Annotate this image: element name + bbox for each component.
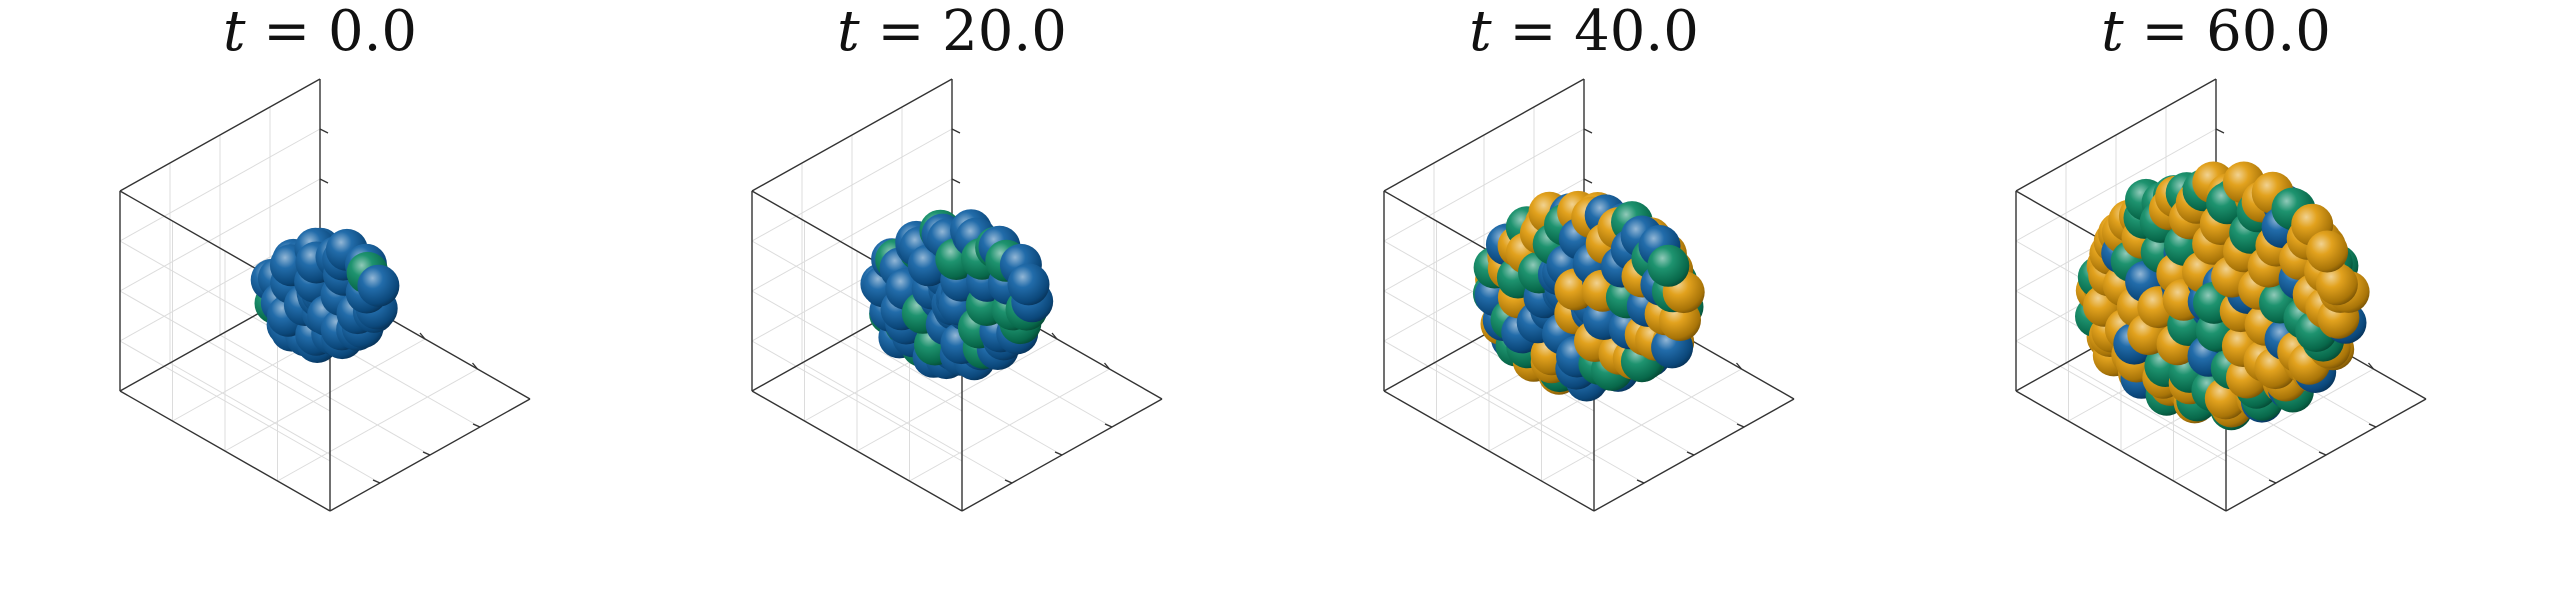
chart-panel-t40: t = 40.0 — [1264, 0, 1904, 600]
cell-type3 — [2315, 263, 2358, 306]
x-tick — [1051, 332, 1058, 340]
cell-type3 — [2306, 230, 2349, 273]
grid-lines — [119, 107, 481, 484]
y-tick — [1054, 451, 1063, 456]
y-tick — [472, 423, 481, 428]
grid-line — [2065, 362, 2277, 484]
chart-panel-t60: t = 60.0 — [1896, 0, 2536, 600]
y-tick — [2368, 423, 2377, 428]
y-tick — [1004, 479, 1013, 484]
y-tick — [1736, 423, 1745, 428]
x-tick — [1104, 362, 1110, 370]
z-tick — [951, 128, 961, 134]
title-value: 60.0 — [2206, 0, 2331, 64]
box-edge — [751, 78, 953, 192]
cell-cluster — [2075, 161, 2370, 431]
grid-line — [909, 368, 1110, 482]
box-edge — [119, 390, 331, 512]
box-edge — [1383, 78, 1585, 192]
plot-area — [1383, 78, 1795, 512]
cell-type2 — [1647, 244, 1690, 287]
y-tick — [2268, 479, 2277, 484]
y-tick — [422, 451, 431, 456]
z-tick — [1583, 128, 1593, 134]
chart-title: t = 20.0 — [837, 0, 1067, 64]
cell-cluster — [250, 227, 400, 363]
y-tick — [1686, 451, 1695, 456]
box-edge — [2015, 78, 2217, 192]
grid-line — [169, 362, 381, 484]
plot-area — [119, 78, 531, 512]
title-variable: t — [222, 0, 246, 64]
grid-line — [2173, 368, 2374, 482]
y-tick — [372, 479, 381, 484]
cell-type1 — [1007, 263, 1050, 306]
y-tick — [1104, 423, 1113, 428]
box-edge — [751, 390, 963, 512]
grid-line — [1433, 362, 1645, 484]
cell-cluster — [1472, 190, 1705, 402]
grid-line — [2015, 128, 2217, 242]
cell-type1 — [357, 264, 400, 307]
chart-title: t = 0.0 — [222, 0, 418, 64]
z-tick — [2215, 128, 2225, 134]
grid-line — [1383, 128, 1585, 242]
x-tick — [472, 362, 478, 370]
grid-line — [801, 362, 1013, 484]
y-tick — [1636, 479, 1645, 484]
cell-cluster — [860, 209, 1054, 381]
grid-line — [277, 368, 478, 482]
z-tick — [319, 178, 329, 184]
title-value: 20.0 — [942, 0, 1067, 64]
y-tick — [2318, 451, 2327, 456]
chart-panel-t20: t = 20.0 — [632, 0, 1272, 600]
box-edge — [119, 78, 321, 192]
z-tick — [1583, 178, 1593, 184]
box-edge — [2015, 390, 2227, 512]
chart-panel-t0: t = 0.0 — [0, 0, 640, 600]
grid-line — [851, 334, 1063, 456]
title-variable: t — [837, 0, 860, 64]
title-variable: t — [1469, 0, 1492, 64]
grid-line — [219, 334, 431, 456]
x-tick — [1736, 362, 1742, 370]
z-tick — [951, 178, 961, 184]
grid-line — [751, 128, 953, 242]
chart-title: t = 40.0 — [1469, 0, 1699, 64]
plot-area — [2015, 78, 2427, 512]
x-tick — [2368, 362, 2374, 370]
grid-line — [1541, 368, 1742, 482]
title-variable: t — [2101, 0, 2124, 64]
plot-area — [751, 78, 1163, 512]
chart-title: t = 60.0 — [2101, 0, 2331, 64]
grid-line — [119, 128, 321, 242]
title-value: 0.0 — [327, 0, 418, 64]
box-edge — [1383, 390, 1595, 512]
title-value: 40.0 — [1574, 0, 1699, 64]
z-tick — [319, 128, 329, 134]
x-tick — [419, 332, 426, 340]
